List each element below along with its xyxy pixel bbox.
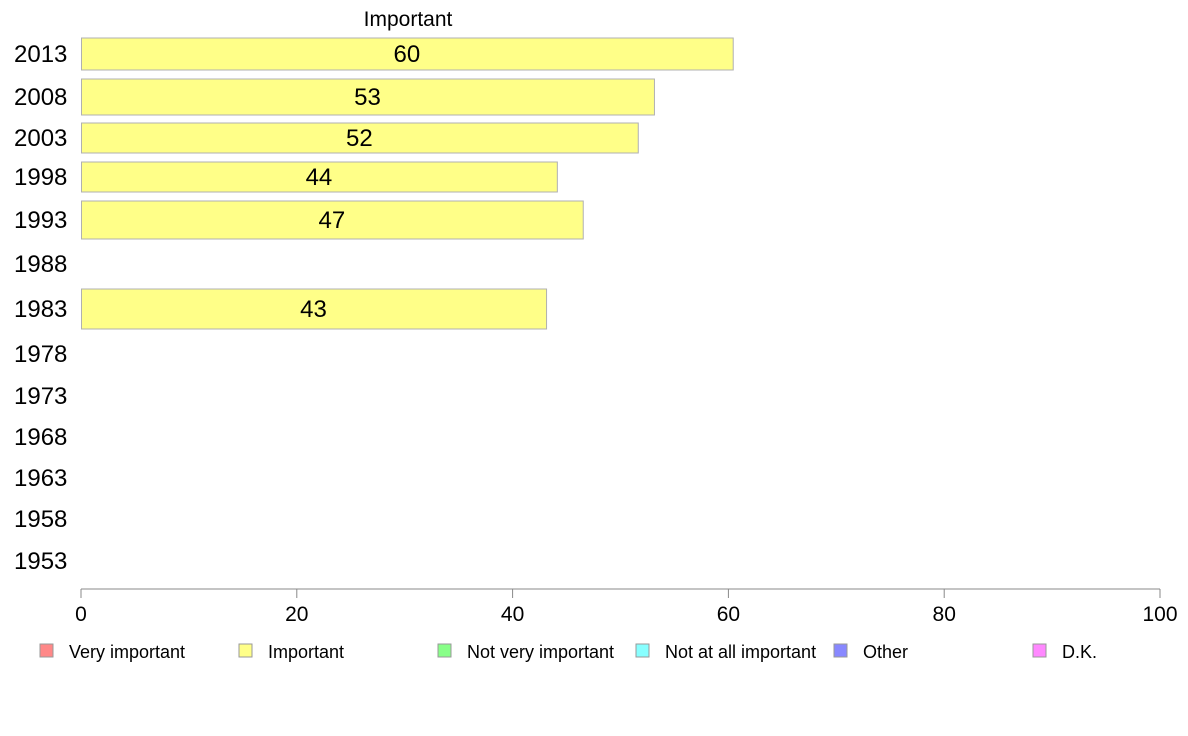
bar-2008 — [81, 78, 655, 116]
bar-value-label: 53 — [354, 84, 381, 111]
legend-label: D.K. — [1062, 642, 1097, 662]
bar-row-1983: 1983 43 — [14, 288, 548, 330]
bar-1998 — [81, 161, 558, 193]
chart-title: Important — [364, 8, 453, 31]
bar-row-2003: 2003 52 — [14, 122, 639, 154]
category-label: 1973 — [14, 383, 67, 410]
x-tick-label: 60 — [717, 603, 740, 626]
category-label: 1988 — [14, 251, 67, 278]
bar-row-1988: 1988 — [14, 251, 67, 278]
bar-row-2008: 2008 53 — [14, 78, 655, 116]
bar-row-2013: 2013 60 — [14, 37, 734, 71]
bar-value-label: 44 — [306, 164, 333, 191]
legend-item: Other — [833, 642, 908, 662]
bar-value-label: 52 — [346, 125, 373, 152]
x-tick-label: 20 — [285, 603, 308, 626]
category-label: 1998 — [14, 164, 67, 191]
category-label: 2008 — [14, 84, 67, 111]
bar-row-1998: 1998 44 — [14, 161, 558, 193]
x-tick-label: 100 — [1142, 603, 1177, 626]
category-label: 1983 — [14, 296, 67, 323]
bar-2003 — [81, 122, 639, 154]
legend-label: Very important — [69, 642, 185, 662]
bar-row-1978: 1978 — [14, 341, 67, 368]
bar-row-1993: 1993 47 — [14, 200, 584, 240]
legend-swatch — [238, 643, 253, 658]
bar-value-label: 60 — [394, 41, 421, 68]
category-label: 2013 — [14, 41, 67, 68]
bar-row-1958: 1958 — [14, 506, 67, 533]
legend-label: Other — [863, 642, 908, 662]
bar-row-1963: 1963 — [14, 465, 67, 492]
bar-value-label: 47 — [319, 207, 346, 234]
x-axis: 0 20 40 60 80 100 — [75, 588, 1178, 626]
category-label: 1958 — [14, 506, 67, 533]
bar-1983 — [81, 288, 548, 330]
category-label: 1968 — [14, 424, 67, 451]
legend-label: Not very important — [467, 642, 614, 662]
x-tick-label: 40 — [501, 603, 524, 626]
bar-1993 — [81, 200, 584, 240]
legend-swatch — [1032, 643, 1047, 658]
category-label: 1993 — [14, 207, 67, 234]
bar-row-1973: 1973 — [14, 383, 67, 410]
category-label: 1978 — [14, 341, 67, 368]
bar-value-label: 43 — [300, 296, 327, 323]
bar-2013 — [81, 37, 734, 71]
legend-item: Very important — [39, 642, 185, 662]
legend-label: Important — [268, 642, 344, 662]
x-tick-label: 80 — [933, 603, 956, 626]
legend-item: D.K. — [1032, 642, 1097, 662]
legend-swatch — [39, 643, 54, 658]
legend-swatch — [635, 643, 650, 658]
category-label: 1953 — [14, 548, 67, 575]
legend: Very important Important Not very importan… — [39, 642, 1097, 662]
x-tick-label: 0 — [75, 603, 87, 626]
legend-swatch — [437, 643, 452, 658]
legend-label: Not at all important — [665, 642, 816, 662]
category-label: 1963 — [14, 465, 67, 492]
legend-item: Important — [238, 642, 344, 662]
category-label: 2003 — [14, 125, 67, 152]
bar-row-1953: 1953 — [14, 548, 67, 575]
legend-item: Not very important — [437, 642, 614, 662]
bar-row-1968: 1968 — [14, 424, 67, 451]
legend-swatch — [833, 643, 848, 658]
legend-item: Not at all important — [635, 642, 816, 662]
